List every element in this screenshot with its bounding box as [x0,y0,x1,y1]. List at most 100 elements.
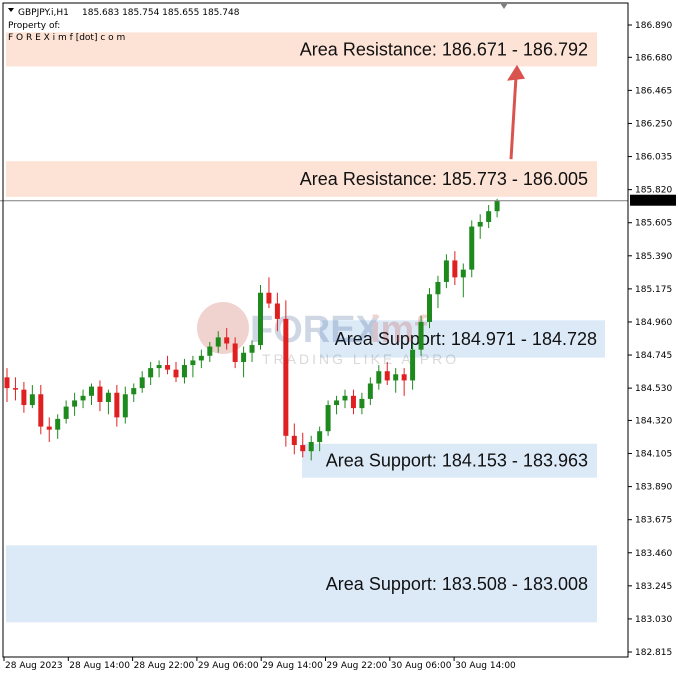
x-tick-label: 29 Aug 14:00 [262,661,323,671]
y-tick-label: 183.245 [635,582,672,592]
candle-body [443,260,449,282]
candle-body [215,337,221,347]
candle-body [291,435,297,446]
candle-body [452,260,458,278]
y-tick-label: 183.030 [635,615,672,625]
candle-body [29,394,35,406]
scroll-marker-icon[interactable] [500,3,508,9]
support-zone-label: Area Support: 184.971 - 184.728 [335,329,597,349]
y-tick-label: 186.250 [635,119,672,129]
candle-body [350,395,356,409]
x-tick-label: 30 Aug 06:00 [391,661,452,671]
candle-body [89,386,94,396]
y-tick-label: 186.465 [635,86,672,96]
candle-body [469,226,475,270]
watermark-tagline: TRADING LIKE A PRO [262,351,459,367]
y-tick-label: 183.675 [635,516,672,526]
y-tick-label: 185.175 [635,285,672,295]
symbol-label: GBPJPY.i,H1 [18,8,69,18]
candle-body [105,392,111,402]
y-tick-label: 186.890 [635,21,672,31]
candle-body [46,426,52,430]
candle-body [384,371,390,381]
plot-frame [2,2,629,658]
resistance-arrow-head-icon [507,64,525,81]
y-tick-label: 185.605 [635,219,672,229]
candle-body [410,349,416,381]
candle-body [148,368,154,378]
x-tick-label: 28 Aug 22:00 [134,661,195,671]
x-axis: 28 Aug 2023 28 Aug 14:00 28 Aug 22:00 29 Au… [3,657,516,671]
dropdown-triangle-icon[interactable] [8,8,14,12]
candle-body [224,337,230,344]
candle-body [418,321,424,350]
candle-body [401,374,407,381]
candle-body [283,318,289,436]
candle-body [486,211,492,222]
candle-body [300,445,306,452]
candle-body [317,431,323,442]
current-price-label: 185.748 [634,197,671,207]
y-tick-label: 183.890 [635,483,672,493]
y-tick-label: 184.320 [635,416,672,426]
y-tick-label: 183.460 [635,549,672,559]
watermark-brand-right: imf [370,309,427,351]
ohlc-values: 185.683 185.754 185.655 185.748 [82,8,240,18]
y-tick-label: 186.035 [635,153,672,163]
property-label: Property of: [8,21,60,31]
candle-body [342,395,348,401]
candle-body [165,365,171,370]
candle-body [207,346,213,356]
candle-body [97,386,103,402]
candle-body [4,377,10,389]
candle-body [72,400,78,407]
candle-body [131,388,137,395]
candle-body [249,345,255,353]
y-tick-label: 184.105 [635,450,672,460]
y-tick-label: 184.960 [635,318,672,328]
candle-body [325,405,331,432]
candle-body [494,200,500,212]
candle-body [232,343,238,362]
watermark: FOREX imf TRADING LIKE A PRO [197,302,459,367]
candle-body [21,389,27,406]
candle-body [139,377,145,389]
support-zone [6,545,597,623]
x-tick-label: 29 Aug 06:00 [198,661,259,671]
candle-body [266,292,272,304]
y-tick-label: 185.820 [635,186,672,196]
y-tick-label: 184.745 [635,351,672,361]
support-zone [320,320,605,358]
watermark-logo-icon [197,302,249,354]
candle-body [63,406,69,419]
y-tick-label: 185.390 [635,252,672,262]
candle-body [367,383,373,399]
candle-body [38,394,44,427]
x-tick-label: 30 Aug 14:00 [455,661,516,671]
resistance-arrow-icon [509,76,518,160]
candle-body [359,398,365,409]
candle-body [114,392,120,418]
candle-body [181,365,187,378]
candle-body [393,374,399,381]
candle-body [55,418,61,430]
candle-body [427,294,432,322]
candle-body [122,394,128,418]
candle-body [477,221,483,227]
support-zone-label: Area Support: 184.153 - 183.963 [326,451,588,471]
candle-body [334,400,340,406]
current-price-tag [630,194,676,206]
candle-body [308,441,314,452]
support-zone-label: Area Support: 183.508 - 183.008 [326,574,588,594]
resistance-zone-label: Area Resistance: 185.773 - 186.005 [300,169,588,189]
resistance-zone [6,32,597,67]
y-tick-label: 182.815 [635,648,672,658]
y-tick-label: 186.680 [635,53,672,63]
candle-body [241,352,247,362]
resistance-zone [6,161,597,197]
y-tick-label: 184.530 [635,384,672,394]
owner-label: F O R E X i m f [dot] c o m [8,33,125,43]
resistance-zone-label: Area Resistance: 186.671 - 186.792 [300,39,588,59]
candle-body [460,269,466,278]
x-tick-label: 28 Aug 2023 [5,661,63,671]
